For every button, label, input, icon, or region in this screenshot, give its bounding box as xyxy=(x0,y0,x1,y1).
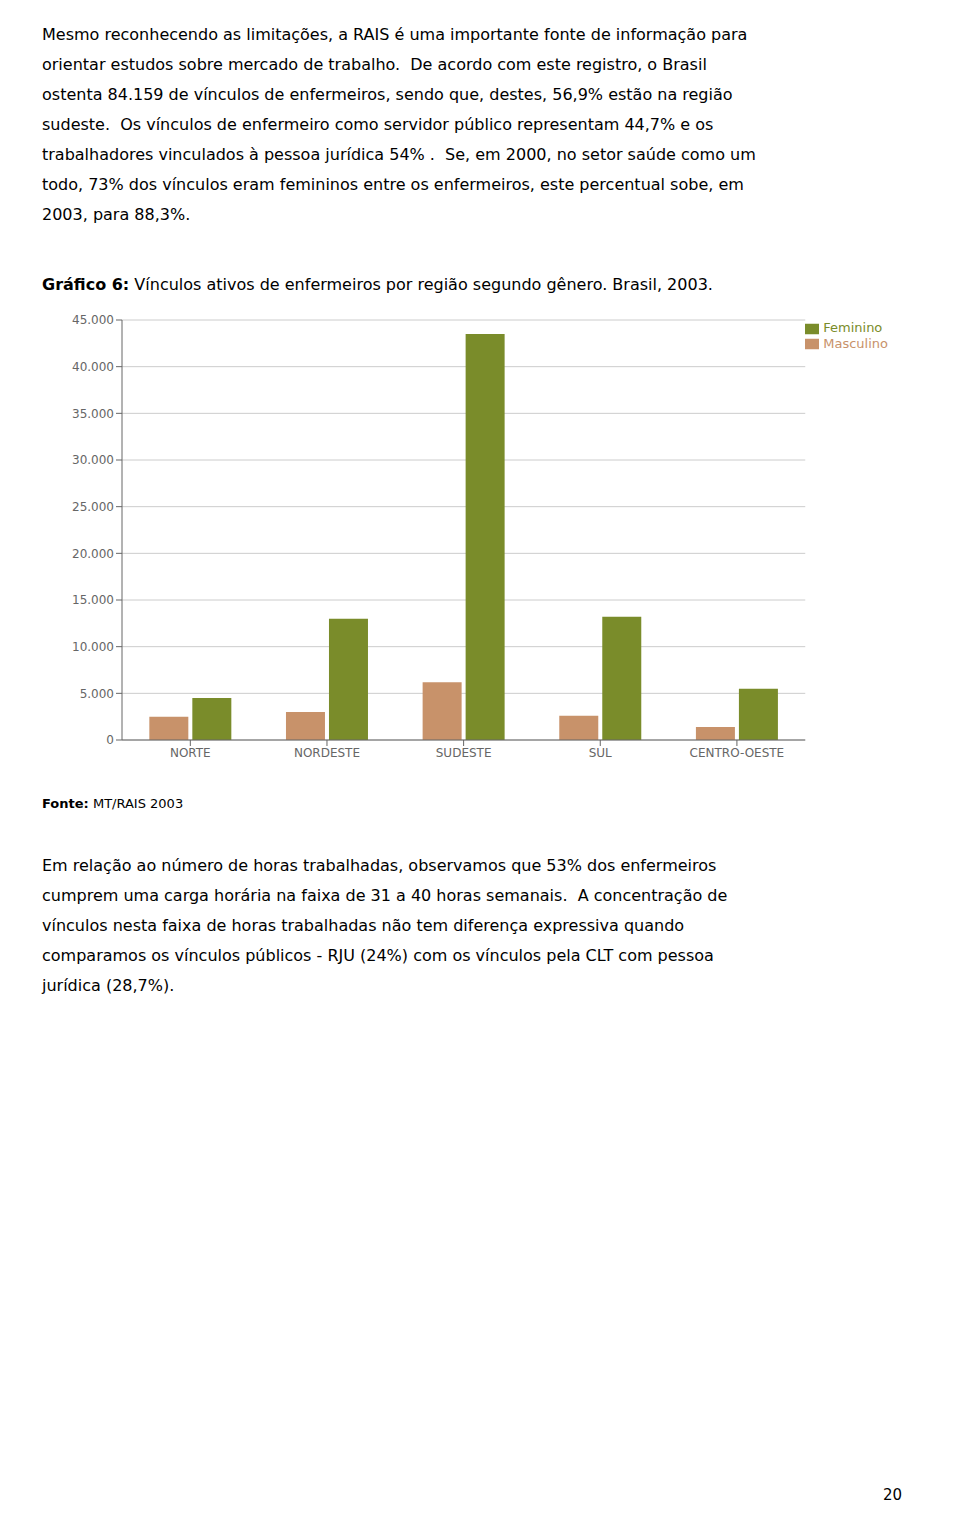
html-text:Em relação ao número de horas: Em relação ao número de horas trabalhada… xyxy=(42,856,717,875)
html-text:Mesmo reconhecendo as limitaçõ: Mesmo reconhecendo as limitações, a RAIS… xyxy=(42,25,748,44)
html-text:Gráfico 6: Vínculos ativos de: Gráfico 6: Vínculos ativos de enfermeiro… xyxy=(42,275,713,294)
html-text:trabalhadores vinculados à pes: trabalhadores vinculados à pessoa jurídi… xyxy=(42,145,756,164)
svg-text:45.000: 45.000 xyxy=(72,313,114,327)
svg-text:SUDESTE: SUDESTE xyxy=(436,746,492,760)
html-text:Feminino: Feminino xyxy=(823,320,883,335)
svg-text:35.000: 35.000 xyxy=(72,407,114,421)
html-text:orientar estudos sobre mercado: orientar estudos sobre mercado de trabal… xyxy=(42,55,707,74)
html-text:20: 20 xyxy=(882,1486,902,1504)
svg-text:20.000: 20.000 xyxy=(72,547,114,561)
html-text:Masculino: Masculino xyxy=(823,335,888,351)
svg-text:NORTE: NORTE xyxy=(170,746,211,760)
svg-text:0: 0 xyxy=(106,733,114,747)
svg-text:40.000: 40.000 xyxy=(72,360,114,374)
svg-text:5.000: 5.000 xyxy=(80,687,114,701)
html-text:todo, 73% dos vínculos eram fe: todo, 73% dos vínculos eram femininos en… xyxy=(42,175,744,194)
html-text:Fonte: MT/RAIS 2003: Fonte: MT/RAIS 2003 xyxy=(42,796,184,811)
html-text:ostenta 84.159 de vínculos de: ostenta 84.159 de vínculos de enfermeiro… xyxy=(42,85,733,104)
html-text:sudeste. Os vínculos de enferm: sudeste. Os vínculos de enfermeiro como … xyxy=(42,115,714,134)
html-text:2003, para 88,3%.: 2003, para 88,3%. xyxy=(42,205,191,224)
html-text:vínculos nesta faixa de horas: vínculos nesta faixa de horas trabalhada… xyxy=(42,916,685,935)
svg-text:15.000: 15.000 xyxy=(72,593,114,607)
svg-text:NORDESTE: NORDESTE xyxy=(294,746,360,760)
svg-text:30.000: 30.000 xyxy=(72,453,114,467)
svg-text:CENTRO-OESTE: CENTRO-OESTE xyxy=(690,746,785,760)
svg-text:25.000: 25.000 xyxy=(72,500,114,514)
svg-text:SUL: SUL xyxy=(589,746,612,760)
html-text:jurídica (28,7%).: jurídica (28,7%). xyxy=(42,976,175,995)
html-text:comparamos os vínculos público: comparamos os vínculos públicos - RJU (2… xyxy=(42,946,714,965)
html-text:cumprem uma carga horária na f: cumprem uma carga horária na faixa de 31… xyxy=(42,886,728,905)
svg-text:10.000: 10.000 xyxy=(72,640,114,654)
